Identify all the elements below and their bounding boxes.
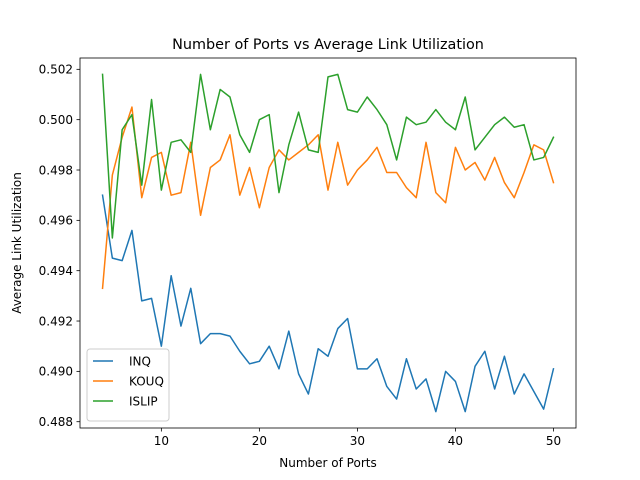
series-line-kouq xyxy=(101,106,555,290)
series-line-islip xyxy=(101,73,555,239)
y-tick-label: 0.498 xyxy=(39,163,73,177)
x-tick-label: 50 xyxy=(546,434,561,448)
x-axis-ticks: 10 20 30 40 50 xyxy=(154,428,561,448)
y-tick-label: 0.500 xyxy=(39,113,73,127)
y-tick-label: 0.488 xyxy=(39,415,73,429)
x-tick-label: 20 xyxy=(252,434,267,448)
x-tick-label: 40 xyxy=(448,434,463,448)
series-line-inq xyxy=(101,194,555,413)
y-tick-label: 0.496 xyxy=(39,214,73,228)
y-axis-ticks: 0.488 0.490 0.492 0.494 0.496 0.498 0.500 0.502 xyxy=(39,63,80,429)
y-tick-label: 0.490 xyxy=(39,365,73,379)
chart-title: Number of Ports vs Average Link Utilizat… xyxy=(172,37,484,53)
x-tick-label: 10 xyxy=(154,434,169,448)
series-lines xyxy=(101,73,555,413)
y-tick-label: 0.492 xyxy=(39,314,73,328)
legend-label-inq: INQ xyxy=(129,354,151,368)
legend-label-islip: ISLIP xyxy=(129,394,158,408)
x-tick-label: 30 xyxy=(350,434,365,448)
y-tick-label: 0.494 xyxy=(39,264,73,278)
plot-frame xyxy=(79,57,577,429)
legend-label-kouq: KOUQ xyxy=(129,374,164,388)
legend-box xyxy=(86,348,170,422)
x-axis-label: Number of Ports xyxy=(279,456,376,470)
legend: INQ KOUQ ISLIP xyxy=(86,348,170,422)
y-tick-label: 0.502 xyxy=(39,63,73,77)
y-axis-label: Average Link Utilization xyxy=(10,172,24,314)
